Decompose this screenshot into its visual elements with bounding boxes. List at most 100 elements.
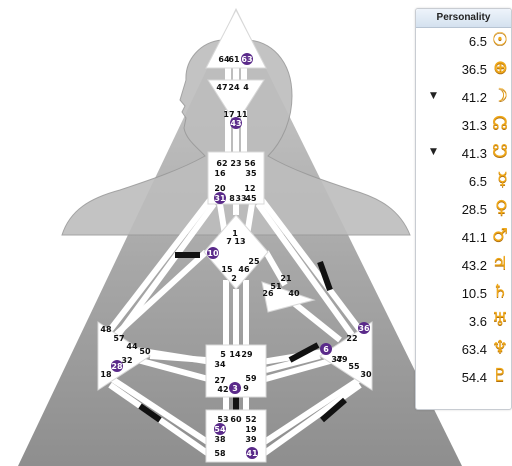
planet-row: 6.5 ☉ <box>416 28 511 56</box>
gate-number: 64 <box>218 55 230 64</box>
gate-highlight <box>320 343 332 355</box>
gate-number: 13 <box>234 237 245 246</box>
gate-number: 47 <box>216 83 227 92</box>
gate-number: 24 <box>228 83 240 92</box>
moon-icon: ☽ <box>491 85 508 106</box>
defined-channel-segment <box>138 403 162 423</box>
planet-activation: 43.2 <box>461 258 487 273</box>
gate-number: 16 <box>214 169 226 178</box>
gate-highlight <box>246 447 258 459</box>
gate-number: 38 <box>214 435 226 444</box>
gate-number: 43 <box>230 119 241 128</box>
gate-number: 56 <box>244 159 256 168</box>
jupiter-icon: ♃ <box>491 253 508 274</box>
planet-row: 36.5 ⊕ <box>416 56 511 84</box>
gate-number: 21 <box>280 274 292 283</box>
gate-number: 42 <box>217 385 228 394</box>
gate-highlight <box>111 360 123 372</box>
gate-number: 39 <box>245 435 257 444</box>
gate-number: 41 <box>246 449 258 458</box>
gate-number: 9 <box>243 384 249 393</box>
gate-number: 46 <box>238 265 250 274</box>
gate-highlight <box>207 247 219 259</box>
gate-number: 52 <box>245 415 256 424</box>
gate-number: 48 <box>100 325 112 334</box>
neptune-icon: ♆ <box>491 337 508 358</box>
channel-line <box>265 353 321 373</box>
gate-highlight <box>214 423 226 435</box>
planet-activation: 41.2 <box>461 90 487 105</box>
gate-number: 20 <box>214 184 226 193</box>
gate-number: 50 <box>139 347 151 356</box>
spleen-center <box>97 321 151 391</box>
planet-activation: 31.3 <box>461 118 487 133</box>
ajna-center <box>207 79 265 125</box>
planet-row: 31.3 ☊ <box>416 112 511 140</box>
gate-number: 58 <box>214 449 226 458</box>
channel-line <box>107 249 209 343</box>
uranus-icon: ♅ <box>491 309 508 330</box>
gate-number: 1 <box>232 229 238 238</box>
gate-number: 49 <box>336 355 348 364</box>
gate-number: 36 <box>358 324 370 333</box>
defined-channel-segment <box>288 342 320 363</box>
gate-highlight <box>358 322 370 334</box>
gate-number: 31 <box>214 194 226 203</box>
gate-number: 3 <box>232 384 238 393</box>
gate-number: 17 <box>223 110 234 119</box>
fixing-marker: ▼ <box>430 147 437 157</box>
gate-number: 33 <box>235 194 246 203</box>
channel-line <box>263 250 288 287</box>
planet-row: 41.1 ♂ <box>416 224 511 252</box>
head-center <box>205 8 267 69</box>
gate-highlight <box>230 117 242 129</box>
gate-number: 7 <box>226 237 232 246</box>
gate-number: 4 <box>243 83 249 92</box>
gate-number: 55 <box>348 362 360 371</box>
gate-number: 45 <box>245 194 257 203</box>
earth-icon: ⊕ <box>492 57 508 78</box>
planet-activation: 63.4 <box>461 342 487 357</box>
north-node-icon: ☊ <box>492 113 508 134</box>
gate-number: 19 <box>245 425 257 434</box>
defined-channel-segment <box>320 397 347 423</box>
gate-number: 37 <box>331 355 342 364</box>
gate-number: 51 <box>270 282 282 291</box>
channel-line <box>255 202 355 337</box>
planet-activation: 6.5 <box>468 174 487 189</box>
gate-number: 25 <box>248 257 260 266</box>
planet-activation: 41.3 <box>461 146 487 161</box>
planet-activation: 28.5 <box>461 202 487 217</box>
gate-number: 23 <box>230 159 241 168</box>
sun-icon: ☉ <box>491 29 508 50</box>
planet-list: 6.5 ☉ 36.5 ⊕ ▼ 41.2 ☽ 31.3 ☊ ▼ 41.3 ☋ 6.5 ☿ 28.5 ♀ 41.1 ♂… <box>416 28 511 392</box>
channel-line <box>107 198 213 332</box>
gate-highlight <box>214 192 226 204</box>
planet-row: 54.4 ♇ <box>416 364 511 392</box>
gate-number: 12 <box>244 184 255 193</box>
gate-number: 62 <box>216 159 227 168</box>
gate-number: 28 <box>111 362 123 371</box>
g-center <box>203 214 269 290</box>
gate-number: 30 <box>360 370 372 379</box>
gate-number: 29 <box>241 350 253 359</box>
personality-panel: Personality 6.5 ☉ 36.5 ⊕ ▼ 41.2 ☽ 31.3 ☊ ▼ 41.3 ☋ 6.… <box>415 8 512 410</box>
planet-row: 6.5 ☿ <box>416 168 511 196</box>
gate-number: 44 <box>126 342 138 351</box>
channel-line <box>149 353 207 363</box>
planet-row: 43.2 ♃ <box>416 252 511 280</box>
planet-row: 63.4 ♆ <box>416 336 511 364</box>
ego-center <box>261 281 316 313</box>
gate-number: 10 <box>207 249 219 258</box>
mars-icon: ♂ <box>491 225 508 246</box>
planet-row: ▼ 41.2 ☽ <box>416 84 511 112</box>
gate-number: 57 <box>113 334 124 343</box>
gate-number: 8 <box>229 194 235 203</box>
gate-number: 5 <box>220 350 226 359</box>
venus-icon: ♀ <box>494 197 508 218</box>
fixing-marker: ▼ <box>430 91 437 101</box>
gate-number: 32 <box>121 356 132 365</box>
gate-number: 14 <box>229 350 241 359</box>
